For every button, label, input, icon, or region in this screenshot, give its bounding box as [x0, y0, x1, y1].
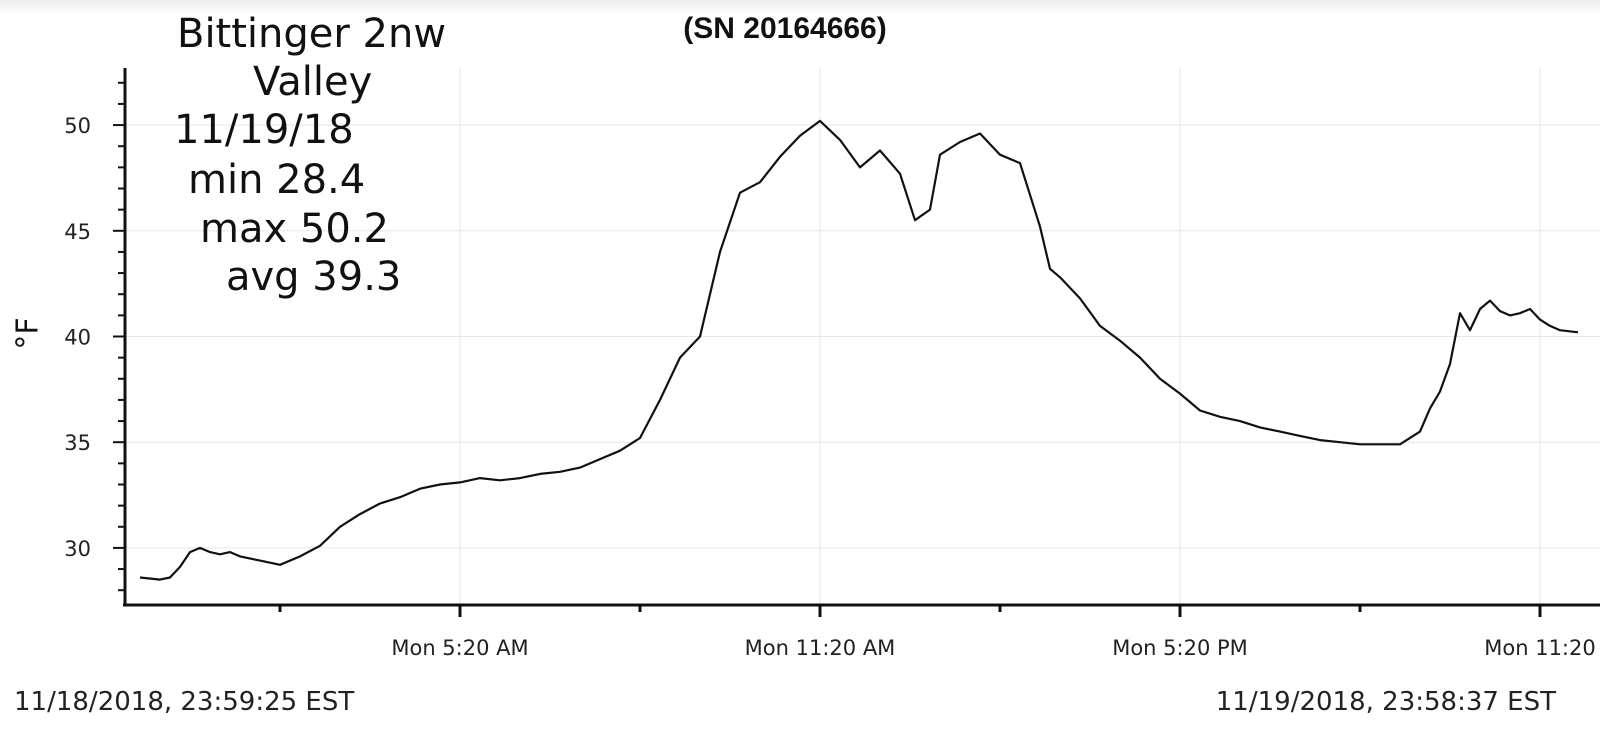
gridlines [125, 68, 1600, 605]
x-tick-label: Mon 5:20 PM [1112, 636, 1248, 660]
chart-title: (SN 20164666) [683, 12, 887, 45]
annotation-min: min 28.4 [188, 157, 366, 203]
annotation-date: 11/19/18 [174, 107, 354, 153]
y-tick-label: 30 [64, 537, 91, 561]
annotation-site: Valley [253, 59, 373, 105]
start-timestamp: 11/18/2018, 23:59:25 EST [14, 687, 355, 717]
y-axis-label: °F [10, 317, 46, 350]
annotation-avg: avg 39.3 [226, 254, 402, 300]
x-tick-label: Mon 11:20 AM [745, 636, 896, 660]
end-timestamp: 11/19/2018, 23:58:37 EST [1215, 687, 1556, 717]
y-tick-label: 50 [64, 114, 91, 138]
x-tick-label: Mon 11:20 [1484, 636, 1595, 660]
series-line-0 [139, 119, 1579, 581]
series-layer [139, 119, 1579, 581]
y-tick-label: 40 [64, 326, 91, 350]
axes [113, 68, 1600, 617]
tick-labels: 30 35 40 45 50 Mon 5:20 AM Mon 11:20 AM Mon 5:2… [64, 114, 1595, 660]
annotation-station: Bittinger 2nw [177, 11, 447, 57]
y-tick-label: 35 [64, 431, 91, 455]
x-tick-label: Mon 5:20 AM [391, 636, 528, 660]
y-tick-label: 45 [64, 220, 91, 244]
annotation-max: max 50.2 [200, 206, 389, 252]
